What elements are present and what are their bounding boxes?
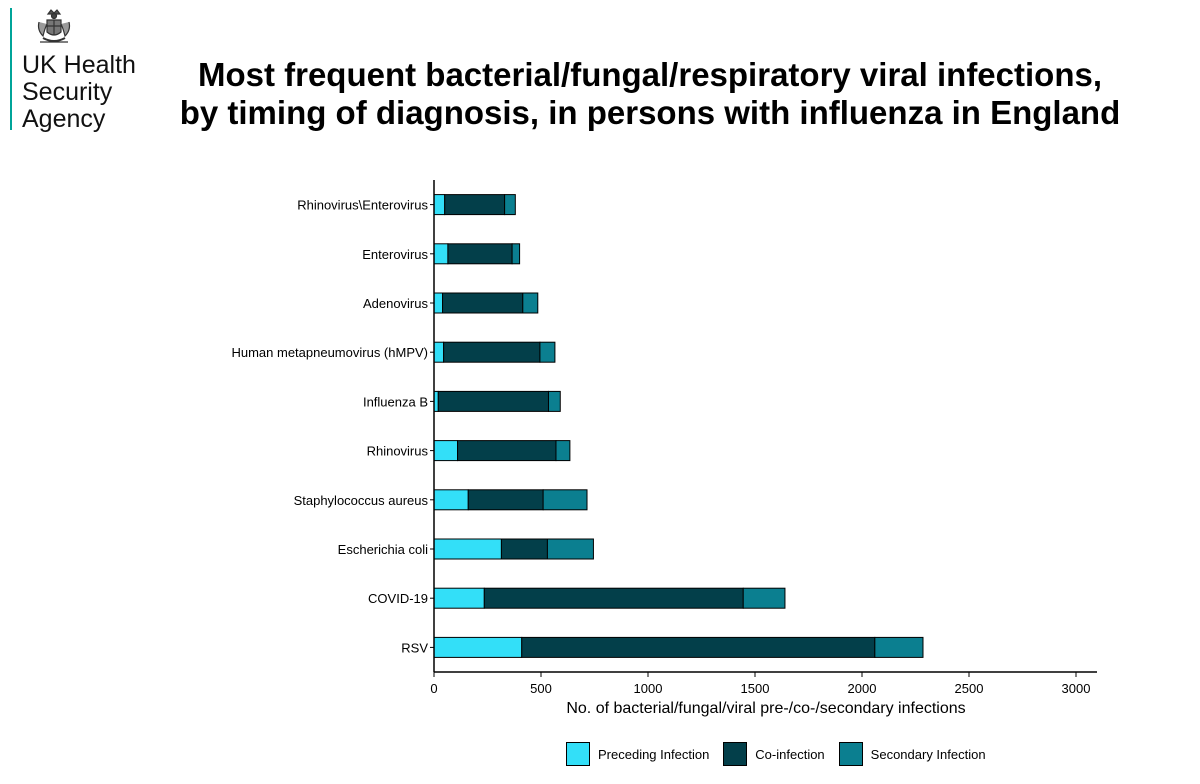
x-tick-label: 500	[530, 681, 552, 696]
bar-segment	[500, 538, 548, 560]
bar-segment	[433, 292, 444, 314]
bar-segment	[521, 636, 876, 658]
legend-item: Preceding Infection	[566, 742, 709, 766]
bar-segment	[874, 636, 924, 658]
chart-legend: Preceding Infection Co-infection Secondary…	[566, 740, 1000, 768]
logo-line-2: Security	[22, 78, 113, 106]
y-tick-label: Human metapneumovirus (hMPV)	[231, 345, 428, 360]
bar-segment	[433, 636, 523, 658]
chart-title-line-1: Most frequent bacterial/fungal/respirato…	[197, 56, 1103, 93]
bar-segment	[433, 440, 459, 462]
legend-label: Preceding Infection	[598, 746, 710, 762]
legend-label: Co-infection	[755, 746, 825, 762]
logo-line-3: Agency	[22, 105, 106, 133]
legend-swatch	[723, 742, 748, 766]
chart-title-line-2: by timing of diagnosis, in persons with …	[179, 94, 1121, 131]
x-tick-label: 1000	[634, 681, 663, 696]
ukhsa-logo: UK Health Security Agency	[8, 8, 158, 138]
x-tick-label: 3000	[1062, 681, 1091, 696]
bar-segment	[504, 194, 516, 216]
x-tick-label: 0	[430, 681, 437, 696]
x-tick-label: 2500	[955, 681, 984, 696]
y-tick-label: RSV	[401, 640, 428, 655]
bar-segment	[433, 341, 445, 363]
bar-segment	[539, 341, 556, 363]
bar-segment	[433, 587, 485, 609]
legend-item: Secondary Infection	[838, 742, 986, 766]
bar-segment	[742, 587, 786, 609]
logo-accent-bar	[10, 8, 12, 130]
y-tick-label: Enterovirus	[362, 247, 428, 262]
bar-segment	[433, 194, 446, 216]
bar-segment	[547, 390, 561, 412]
logo-text: UK Health Security Agency	[22, 52, 136, 133]
chart-title: Most frequent bacterial/fungal/respirato…	[140, 56, 1160, 132]
y-tick-label: Adenovirus	[363, 296, 429, 311]
x-tick-label: 1500	[741, 681, 770, 696]
bar-segment	[433, 243, 449, 265]
legend-label: Secondary Infection	[870, 746, 986, 762]
bar-segment	[447, 243, 513, 265]
legend-swatch	[566, 742, 590, 766]
bar-segment	[444, 194, 506, 216]
bar-segment	[433, 489, 469, 511]
logo-line-1: UK Health	[22, 51, 136, 79]
x-tick-label: 2000	[848, 681, 877, 696]
x-axis-label: No. of bacterial/fungal/viral pre-/co-/s…	[566, 700, 965, 717]
bar-segment	[443, 341, 541, 363]
bar-segment	[555, 440, 571, 462]
bar-segment	[442, 292, 524, 314]
bar-segment	[433, 538, 502, 560]
bar-segment	[483, 587, 744, 609]
y-tick-label: Rhinovirus\Enterovirus	[297, 198, 428, 213]
stacked-bar-chart: Rhinovirus\Enterovirus Enterovirus Adenovi…	[231, 180, 1097, 717]
y-tick-label: Rhinovirus	[367, 444, 429, 459]
y-tick-label: Influenza B	[363, 394, 428, 409]
y-tick-label: Staphylococcus aureus	[294, 493, 429, 508]
bar-segment	[542, 489, 588, 511]
bar-segment	[522, 292, 539, 314]
royal-crest-icon	[37, 9, 71, 43]
y-tick-label: COVID-19	[368, 591, 428, 606]
bar-segment	[546, 538, 594, 560]
bar-segment	[457, 440, 557, 462]
bar-segment	[467, 489, 544, 511]
bar-segment	[437, 390, 549, 412]
legend-swatch	[838, 742, 863, 766]
legend-item: Co-infection	[723, 742, 825, 766]
bar-segment	[511, 243, 521, 265]
y-tick-label: Escherichia coli	[338, 542, 428, 557]
